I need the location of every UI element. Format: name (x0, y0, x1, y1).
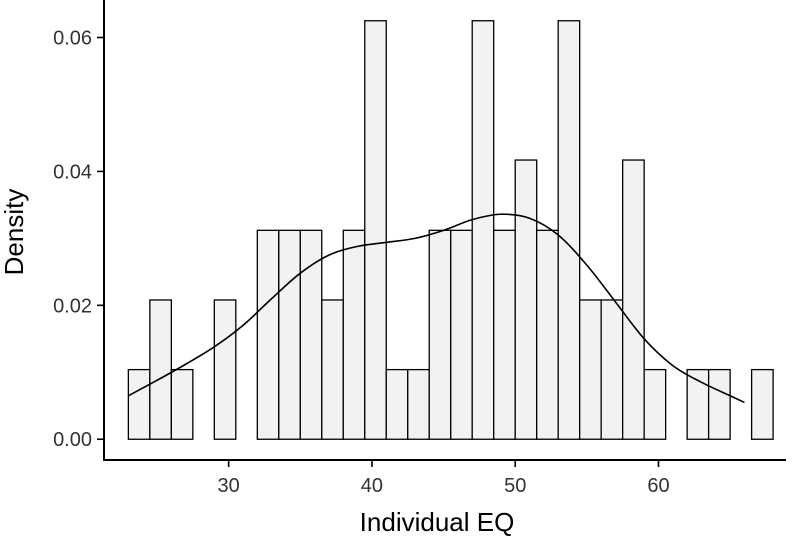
histogram-bar (600, 299, 624, 440)
histogram-bar (256, 229, 280, 440)
y-tick-label: 0.00 (53, 429, 92, 451)
y-axis-title: Density (0, 189, 29, 276)
histogram-bar (750, 368, 774, 440)
histogram-bar (213, 299, 237, 440)
x-tick-label: 40 (361, 475, 383, 497)
histogram-bar (514, 159, 538, 440)
histogram-bar (536, 229, 559, 440)
x-tick-label: 50 (504, 475, 526, 497)
x-axis-ticks: 30 40 50 60 (218, 460, 670, 497)
histogram-bar (643, 368, 667, 440)
density-curve-line (127, 213, 745, 404)
histogram-bar (364, 20, 387, 440)
histogram-bars (127, 20, 774, 440)
histogram-bar (622, 159, 645, 440)
histogram-bar (428, 229, 452, 440)
histogram-bar (471, 20, 495, 440)
x-axis-title: Individual EQ (360, 507, 515, 537)
histogram-bar (407, 368, 430, 440)
x-tick-label: 60 (647, 475, 669, 497)
histogram-bar (278, 229, 301, 440)
histogram-bar (707, 368, 731, 440)
x-tick-label: 30 (218, 475, 240, 497)
histogram-bar (149, 299, 172, 440)
histogram-bar (385, 368, 409, 440)
histogram-bar (170, 368, 194, 440)
histogram-bar (579, 299, 602, 440)
histogram-bar (299, 229, 323, 440)
histogram-bar (450, 229, 473, 440)
histogram-bar (342, 229, 366, 440)
histogram-bar (493, 229, 516, 440)
y-tick-label: 0.02 (53, 295, 92, 317)
y-axis-ticks: 0.00 0.02 0.04 0.06 (53, 28, 104, 451)
histogram-bar (127, 368, 151, 440)
histogram-bar (321, 299, 344, 440)
y-tick-label: 0.06 (53, 28, 92, 50)
y-tick-label: 0.04 (53, 161, 92, 183)
histogram-bar (557, 20, 581, 440)
